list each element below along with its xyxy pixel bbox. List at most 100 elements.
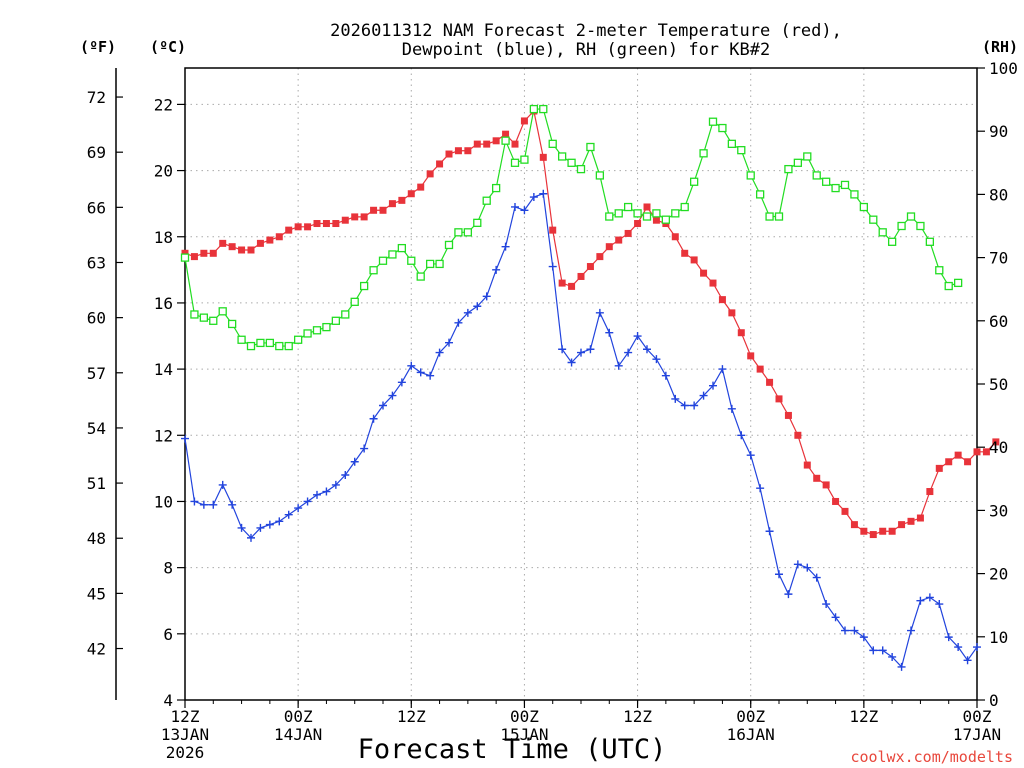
rh-point <box>850 190 859 199</box>
celsius-tick-label: 22 <box>154 95 173 114</box>
dewpoint-point <box>209 500 218 509</box>
dewpoint-point <box>435 348 444 357</box>
dewpoint-point <box>558 345 567 354</box>
dewpoint-point <box>869 646 878 655</box>
celsius-tick-label: 6 <box>163 625 173 644</box>
rh-point <box>501 136 510 145</box>
temperature-point <box>709 279 717 287</box>
dewpoint-point <box>247 533 255 542</box>
temperature-point <box>398 196 406 204</box>
time-tick-label: 15JAN <box>500 725 548 744</box>
dewpoint-point <box>963 656 972 665</box>
dewpoint-point <box>228 500 237 509</box>
rh-tick-label: 70 <box>989 249 1008 268</box>
temperature-point <box>850 521 858 529</box>
temperature-point <box>228 243 236 251</box>
temperature-point <box>558 279 566 287</box>
rh-point <box>350 297 359 306</box>
dewpoint-point <box>445 338 453 347</box>
temperature-point <box>464 147 472 155</box>
rh-point <box>623 202 633 212</box>
rh-point <box>708 117 718 126</box>
dewpoint-point <box>680 401 689 410</box>
rh-point <box>765 212 774 221</box>
dewpoint-point <box>841 626 849 635</box>
dewpoint-point <box>539 189 548 198</box>
rh-point <box>425 259 435 269</box>
dewpoint-point <box>850 626 859 635</box>
dewpoint-point <box>954 643 963 652</box>
temperature-point <box>718 296 726 304</box>
temperature-point <box>964 458 972 466</box>
dewpoint-point <box>482 292 491 301</box>
celsius-tick-label: 16 <box>154 294 173 313</box>
dewpoint-point <box>859 633 868 642</box>
dewpoint-point <box>265 520 274 529</box>
rh-point <box>303 329 312 338</box>
temperature-point <box>502 130 510 138</box>
rh-point <box>275 341 284 351</box>
dewpoint-point <box>812 573 821 582</box>
time-tick-label: 14JAN <box>274 725 322 744</box>
dewpoint-point <box>624 348 633 357</box>
rh-tick-label: 10 <box>989 628 1008 647</box>
time-tick-label: 12Z <box>623 707 652 726</box>
temperature-point <box>322 220 330 228</box>
fahrenheit-tick-label: 48 <box>87 529 106 548</box>
dewpoint-point <box>803 563 812 572</box>
dewpoint-point <box>397 378 406 387</box>
temperature-point <box>973 448 981 456</box>
rh-point <box>284 341 293 351</box>
temperature-point <box>454 147 462 155</box>
temperature-point <box>916 514 924 522</box>
rh-point <box>680 202 689 212</box>
rh-point <box>906 212 916 221</box>
dewpoint-point <box>303 497 312 506</box>
time-tick-label: 16JAN <box>727 725 775 744</box>
rh-point <box>312 326 322 335</box>
dewpoint-point <box>973 643 981 652</box>
rh-point <box>803 152 812 161</box>
rh-point <box>953 278 963 288</box>
dewpoint-point <box>727 404 736 413</box>
time-tick-label: 12Z <box>397 707 426 726</box>
dewpoint-point <box>671 394 680 403</box>
dewpoint-point <box>925 593 934 602</box>
temperature-point <box>879 527 887 535</box>
rh-point <box>209 316 218 325</box>
rh-point <box>463 228 473 237</box>
dewpoint-point <box>294 504 303 513</box>
rh-tick-label: 20 <box>989 565 1008 584</box>
dewpoint-point <box>643 345 651 354</box>
rh-tick-label: 100 <box>989 59 1018 78</box>
rh-tick-label: 60 <box>989 312 1008 331</box>
source-credit: coolwx.com/modelts <box>850 748 1013 766</box>
temperature-point <box>577 272 585 280</box>
dewpoint-point <box>369 414 378 423</box>
temperature-point <box>238 246 246 254</box>
temperature-point <box>568 282 576 290</box>
temperature-point <box>954 451 962 459</box>
rh-point <box>652 209 661 218</box>
temperature-point <box>794 431 802 439</box>
dewpoint-point <box>548 262 557 271</box>
rh-point <box>218 307 227 316</box>
time-tick-label: 12Z <box>849 707 878 726</box>
time-tick-label: 00Z <box>963 707 992 726</box>
rh-point <box>341 310 350 319</box>
dewpoint-point <box>379 401 387 410</box>
temperature-point <box>803 461 811 469</box>
dewpoint-point <box>256 523 265 532</box>
temperature-point <box>681 249 689 257</box>
temperature-point <box>605 243 613 251</box>
dewpoint-point <box>633 332 642 341</box>
dewpoint-point <box>501 242 510 251</box>
dewpoint-point <box>463 308 472 317</box>
rh-point <box>774 212 784 221</box>
temperature-point <box>652 216 660 224</box>
temperature-point <box>285 226 293 234</box>
rh-tick-label: 30 <box>989 501 1008 520</box>
dewpoint-point <box>614 361 623 370</box>
rh-point <box>529 104 539 114</box>
fahrenheit-tick-label: 60 <box>87 309 106 328</box>
